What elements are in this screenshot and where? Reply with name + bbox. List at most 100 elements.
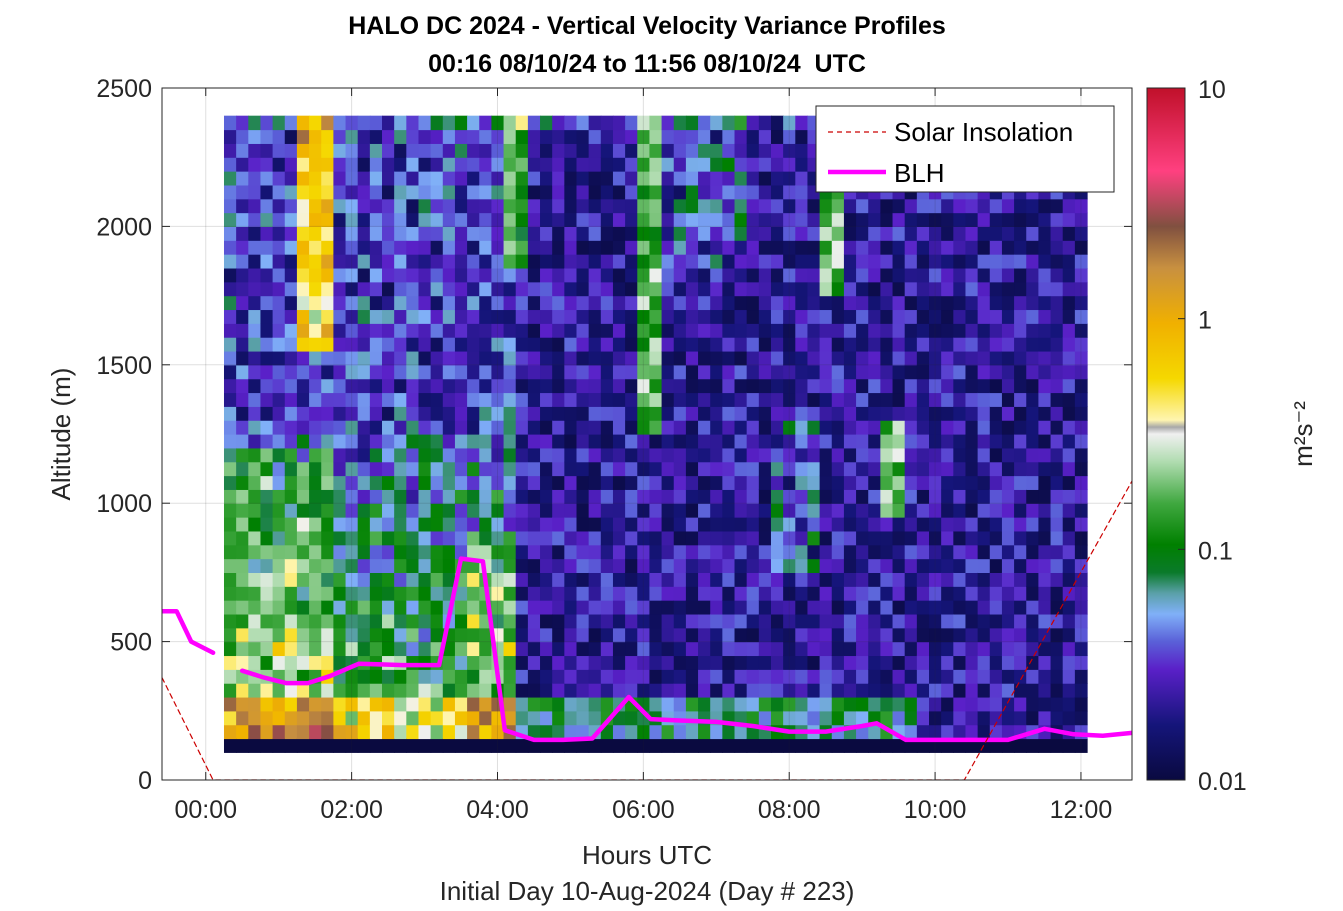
heatmap-cell	[576, 364, 590, 380]
heatmap-cell	[260, 572, 274, 587]
heatmap-cell	[710, 115, 723, 131]
heatmap-cell	[600, 558, 614, 573]
heatmap-cell	[977, 226, 991, 241]
heatmap-cell	[333, 475, 347, 490]
heatmap-cell	[843, 655, 857, 670]
heatmap-cell	[540, 530, 553, 546]
heatmap-cell	[260, 517, 274, 532]
heatmap-cell	[1050, 669, 1064, 684]
heatmap-cell	[673, 350, 687, 366]
heatmap-cell	[856, 544, 869, 560]
heatmap-cell	[467, 738, 480, 753]
heatmap-cell	[527, 530, 541, 546]
heatmap-cell	[357, 309, 371, 324]
heatmap-cell	[540, 558, 553, 573]
heatmap-cell	[783, 254, 796, 269]
heatmap-cell	[612, 323, 626, 338]
heatmap-cell	[649, 544, 663, 560]
heatmap-cell	[904, 392, 918, 407]
heatmap-cell	[309, 530, 322, 546]
heatmap-cell	[357, 378, 371, 394]
heatmap-cell	[734, 240, 748, 255]
heatmap-cell	[369, 115, 383, 131]
heatmap-cell	[357, 517, 371, 532]
heatmap-cell	[527, 600, 541, 615]
heatmap-cell	[236, 627, 249, 643]
heatmap-cell	[357, 434, 371, 449]
chart-title: HALO DC 2024 - Vertical Velocity Varianc…	[348, 12, 946, 40]
heatmap-cell	[929, 655, 942, 670]
y-tick-label: 1000	[96, 490, 152, 518]
heatmap-cell	[272, 157, 286, 172]
heatmap-cell	[588, 655, 602, 670]
heatmap-cell	[673, 115, 687, 131]
heatmap-cell	[722, 226, 736, 241]
heatmap-cell	[260, 157, 274, 172]
heatmap-cell	[418, 613, 432, 629]
heatmap-cell	[503, 600, 517, 615]
heatmap-cell	[1038, 572, 1052, 587]
heatmap-cell	[795, 184, 809, 200]
heatmap-cell	[783, 586, 796, 601]
heatmap-cell	[941, 406, 954, 421]
heatmap-cell	[1038, 696, 1052, 712]
heatmap-cell	[467, 489, 480, 504]
heatmap-cell	[685, 157, 699, 172]
heatmap-cell	[1050, 420, 1064, 435]
heatmap-cell	[722, 530, 736, 546]
heatmap-cell	[795, 434, 809, 449]
heatmap-cell	[284, 295, 298, 311]
heatmap-cell	[1001, 420, 1015, 435]
heatmap-cell	[770, 586, 784, 601]
heatmap-cell	[284, 406, 298, 421]
heatmap-cell	[321, 143, 334, 158]
heatmap-cell	[625, 309, 638, 324]
heatmap-cell	[831, 309, 845, 324]
heatmap-cell	[977, 378, 991, 394]
heatmap-cell	[685, 392, 699, 407]
heatmap-cell	[345, 558, 359, 573]
heatmap-cell	[989, 641, 1003, 657]
heatmap-cell	[649, 420, 663, 435]
heatmap-cell	[454, 254, 468, 269]
heatmap-cell	[953, 461, 967, 477]
heatmap-cell	[880, 212, 894, 227]
heatmap-cell	[880, 461, 894, 477]
heatmap-cell	[272, 226, 286, 241]
heatmap-cell	[454, 489, 468, 504]
heatmap-cell	[661, 198, 675, 214]
heatmap-cell	[236, 530, 249, 546]
heatmap-cell	[491, 530, 505, 546]
heatmap-cell	[442, 240, 456, 255]
heatmap-cell	[479, 530, 493, 546]
heatmap-cell	[698, 572, 711, 587]
heatmap-cell	[868, 530, 881, 546]
heatmap-cell	[783, 420, 796, 435]
heatmap-cell	[625, 143, 638, 158]
heatmap-cell	[819, 655, 833, 670]
heatmap-cell	[783, 475, 796, 490]
heatmap-cell	[625, 489, 638, 504]
heatmap-cell	[442, 724, 456, 740]
heatmap-cell	[685, 641, 699, 657]
heatmap-cell	[929, 323, 942, 338]
heatmap-cell	[540, 406, 553, 421]
heatmap-cell	[734, 143, 748, 158]
heatmap-cell	[260, 129, 274, 144]
heatmap-cell	[564, 240, 578, 255]
heatmap-cell	[588, 600, 602, 615]
heatmap-cell	[649, 489, 663, 504]
heatmap-cell	[722, 129, 736, 144]
heatmap-cell	[272, 184, 286, 200]
heatmap-cell	[1074, 350, 1088, 366]
heatmap-cell	[430, 613, 444, 629]
heatmap-cell	[977, 586, 991, 601]
heatmap-cell	[382, 406, 395, 421]
heatmap-cell	[661, 489, 675, 504]
heatmap-cell	[248, 530, 262, 546]
heatmap-cell	[1001, 392, 1015, 407]
heatmap-cell	[904, 461, 918, 477]
heatmap-cell	[1026, 641, 1040, 657]
heatmap-cell	[977, 295, 991, 311]
heatmap-cell	[1038, 337, 1052, 352]
